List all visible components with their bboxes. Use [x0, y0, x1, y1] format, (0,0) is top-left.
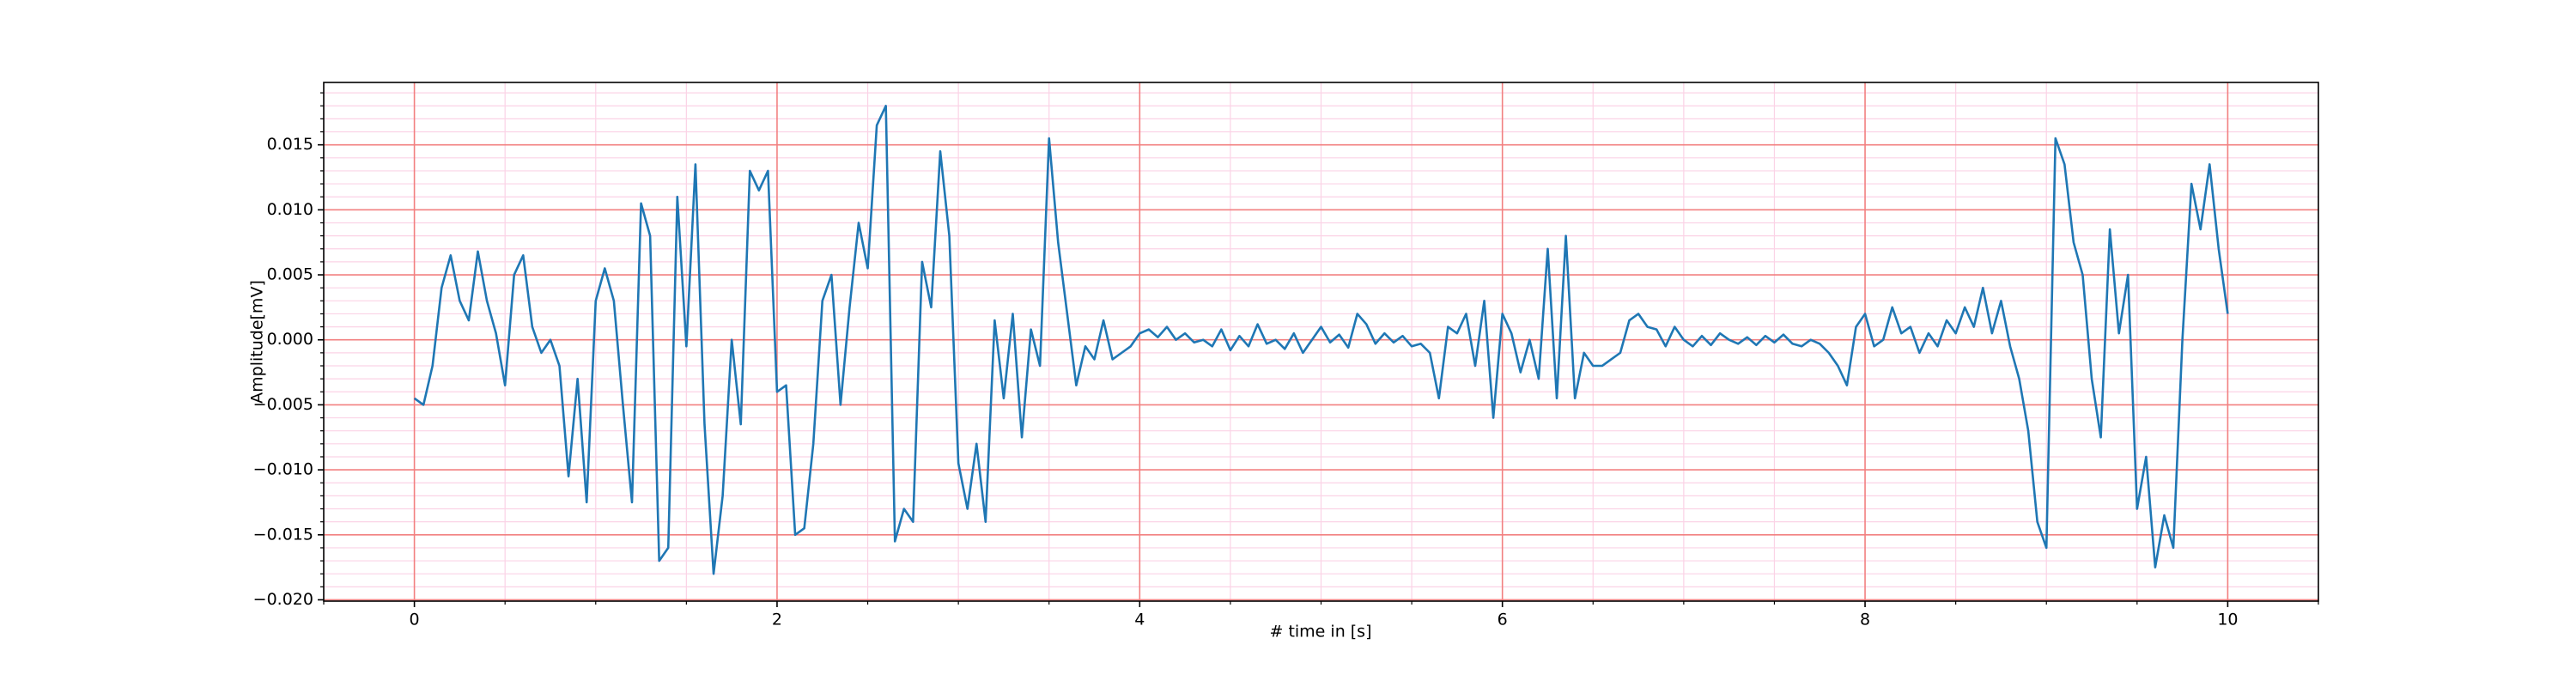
y-tick-label: −0.010: [253, 460, 313, 479]
y-tick-label: −0.005: [253, 395, 313, 414]
x-tick-label: 8: [1860, 611, 1870, 629]
x-axis-label: # time in [s]: [1269, 623, 1371, 641]
y-tick-label: 0.000: [267, 330, 313, 349]
x-tick-label: 0: [410, 611, 420, 629]
y-tick-label: −0.020: [253, 590, 313, 609]
x-tick-label: 10: [2217, 611, 2238, 629]
axes-frame: [323, 82, 2319, 602]
y-axis-label: Amplitude[mV]: [248, 280, 267, 404]
x-tick-label: 4: [1134, 611, 1145, 629]
x-tick-label: 6: [1498, 611, 1508, 629]
y-tick-label: 0.010: [267, 200, 313, 219]
x-tick-label: 2: [772, 611, 782, 629]
signal-line: [413, 104, 2229, 575]
y-tick-label: −0.015: [253, 525, 313, 544]
y-tick-label: 0.005: [267, 265, 313, 284]
y-tick-label: 0.015: [267, 135, 313, 154]
